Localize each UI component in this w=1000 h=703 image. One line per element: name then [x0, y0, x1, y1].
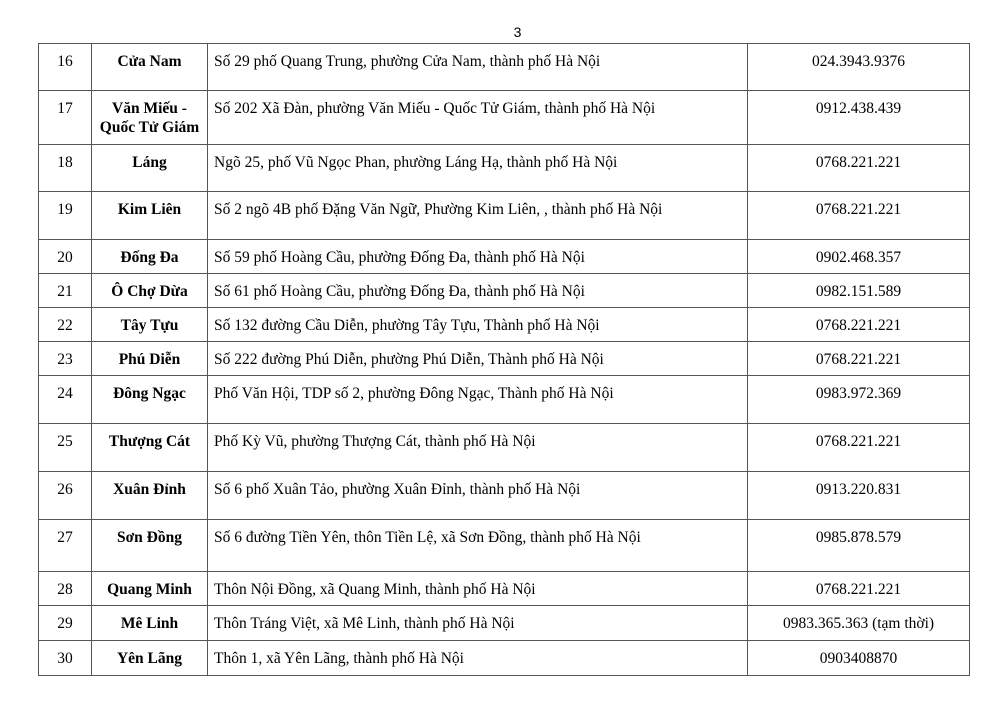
row-number: 23: [38, 341, 92, 376]
row-number: 26: [38, 471, 92, 520]
row-number: 30: [38, 640, 92, 676]
row-number: 16: [38, 43, 92, 91]
phone-cell: 0983.972.369: [747, 375, 970, 424]
row-number: 24: [38, 375, 92, 424]
row-number: 29: [38, 605, 92, 641]
table-row: 21 Ô Chợ Dừa Số 61 phố Hoàng Cầu, phường Đ…: [38, 273, 970, 308]
row-number: 25: [38, 423, 92, 472]
unit-name: Mê Linh: [91, 605, 208, 641]
unit-name: Đống Đa: [91, 239, 208, 274]
address-cell: Phố Kỳ Vũ, phường Thượng Cát, thành phố …: [207, 423, 748, 472]
address-cell: Số 59 phố Hoàng Cầu, phường Đống Đa, thà…: [207, 239, 748, 274]
table-row: 22 Tây Tựu Số 132 đường Cầu Diễn, phường T…: [38, 307, 970, 342]
table-row: 18 Láng Ngõ 25, phố Vũ Ngọc Phan, phường L…: [38, 144, 970, 192]
address-cell: Số 2 ngõ 4B phố Đặng Văn Ngữ, Phường Kim…: [207, 191, 748, 240]
unit-name: Kim Liên: [91, 191, 208, 240]
address-cell: Thôn 1, xã Yên Lãng, thành phố Hà Nội: [207, 640, 748, 676]
table-row: 17 Văn Miếu - Quốc Tử Giám Số 202 Xã Đàn, …: [38, 90, 970, 145]
unit-name: Đông Ngạc: [91, 375, 208, 424]
table-row: 26 Xuân Đỉnh Số 6 phố Xuân Tảo, phường Xuâ…: [38, 471, 970, 520]
unit-name: Tây Tựu: [91, 307, 208, 342]
row-number: 21: [38, 273, 92, 308]
table-row: 16 Cửa Nam Số 29 phố Quang Trung, phường C…: [38, 43, 970, 91]
row-number: 28: [38, 571, 92, 606]
phone-cell: 0982.151.589: [747, 273, 970, 308]
row-number: 22: [38, 307, 92, 342]
unit-name: Phú Diễn: [91, 341, 208, 376]
address-cell: Số 132 đường Cầu Diễn, phường Tây Tựu, T…: [207, 307, 748, 342]
address-cell: Số 202 Xã Đàn, phường Văn Miếu - Quốc Tử…: [207, 90, 748, 145]
row-number: 20: [38, 239, 92, 274]
address-cell: Thôn Nội Đồng, xã Quang Minh, thành phố …: [207, 571, 748, 606]
unit-name: Sơn Đồng: [91, 519, 208, 572]
phone-cell: 0985.878.579: [747, 519, 970, 572]
address-cell: Số 222 đường Phú Diễn, phường Phú Diễn, …: [207, 341, 748, 376]
page-number: 3: [513, 24, 522, 40]
address-cell: Số 29 phố Quang Trung, phường Cửa Nam, t…: [207, 43, 748, 91]
unit-name: Cửa Nam: [91, 43, 208, 91]
phone-cell: 024.3943.9376: [747, 43, 970, 91]
unit-name: Xuân Đỉnh: [91, 471, 208, 520]
row-number: 18: [38, 144, 92, 192]
table-row: 29 Mê Linh Thôn Tráng Việt, xã Mê Linh, th…: [38, 605, 970, 641]
phone-cell: 0983.365.363 (tạm thời): [747, 605, 970, 641]
phone-cell: 0768.221.221: [747, 307, 970, 342]
address-cell: Ngõ 25, phố Vũ Ngọc Phan, phường Láng Hạ…: [207, 144, 748, 192]
phone-cell: 0768.221.221: [747, 423, 970, 472]
phone-cell: 0913.220.831: [747, 471, 970, 520]
address-cell: Số 6 đường Tiền Yên, thôn Tiền Lệ, xã Sơ…: [207, 519, 748, 572]
row-number: 27: [38, 519, 92, 572]
phone-cell: 0912.438.439: [747, 90, 970, 145]
unit-name: Yên Lãng: [91, 640, 208, 676]
address-cell: Phố Văn Hội, TDP số 2, phường Đông Ngạc,…: [207, 375, 748, 424]
unit-name: Thượng Cát: [91, 423, 208, 472]
phone-cell: 0768.221.221: [747, 191, 970, 240]
unit-name: Láng: [91, 144, 208, 192]
table-row: 27 Sơn Đồng Số 6 đường Tiền Yên, thôn Tiền…: [38, 519, 970, 572]
phone-cell: 0768.221.221: [747, 571, 970, 606]
unit-name: Ô Chợ Dừa: [91, 273, 208, 308]
table-row: 25 Thượng Cát Phố Kỳ Vũ, phường Thượng Cát…: [38, 423, 970, 472]
row-number: 17: [38, 90, 92, 145]
table-row: 30 Yên Lãng Thôn 1, xã Yên Lãng, thành phố…: [38, 640, 970, 676]
table-row: 23 Phú Diễn Số 222 đường Phú Diễn, phường …: [38, 341, 970, 376]
address-cell: Số 6 phố Xuân Tảo, phường Xuân Đỉnh, thà…: [207, 471, 748, 520]
phone-cell: 0902.468.357: [747, 239, 970, 274]
phone-cell: 0768.221.221: [747, 341, 970, 376]
table-row: 19 Kim Liên Số 2 ngõ 4B phố Đặng Văn Ngữ, …: [38, 191, 970, 240]
phone-cell: 0768.221.221: [747, 144, 970, 192]
address-cell: Thôn Tráng Việt, xã Mê Linh, thành phố H…: [207, 605, 748, 641]
table-row: 24 Đông Ngạc Phố Văn Hội, TDP số 2, phường…: [38, 375, 970, 424]
unit-name: Văn Miếu - Quốc Tử Giám: [91, 90, 208, 145]
address-cell: Số 61 phố Hoàng Cầu, phường Đống Đa, thà…: [207, 273, 748, 308]
unit-name: Quang Minh: [91, 571, 208, 606]
address-table: 16 Cửa Nam Số 29 phố Quang Trung, phường C…: [38, 43, 970, 676]
phone-cell: 0903408870: [747, 640, 970, 676]
table-row: 28 Quang Minh Thôn Nội Đồng, xã Quang Minh…: [38, 571, 970, 606]
table-row: 20 Đống Đa Số 59 phố Hoàng Cầu, phường Đốn…: [38, 239, 970, 274]
row-number: 19: [38, 191, 92, 240]
